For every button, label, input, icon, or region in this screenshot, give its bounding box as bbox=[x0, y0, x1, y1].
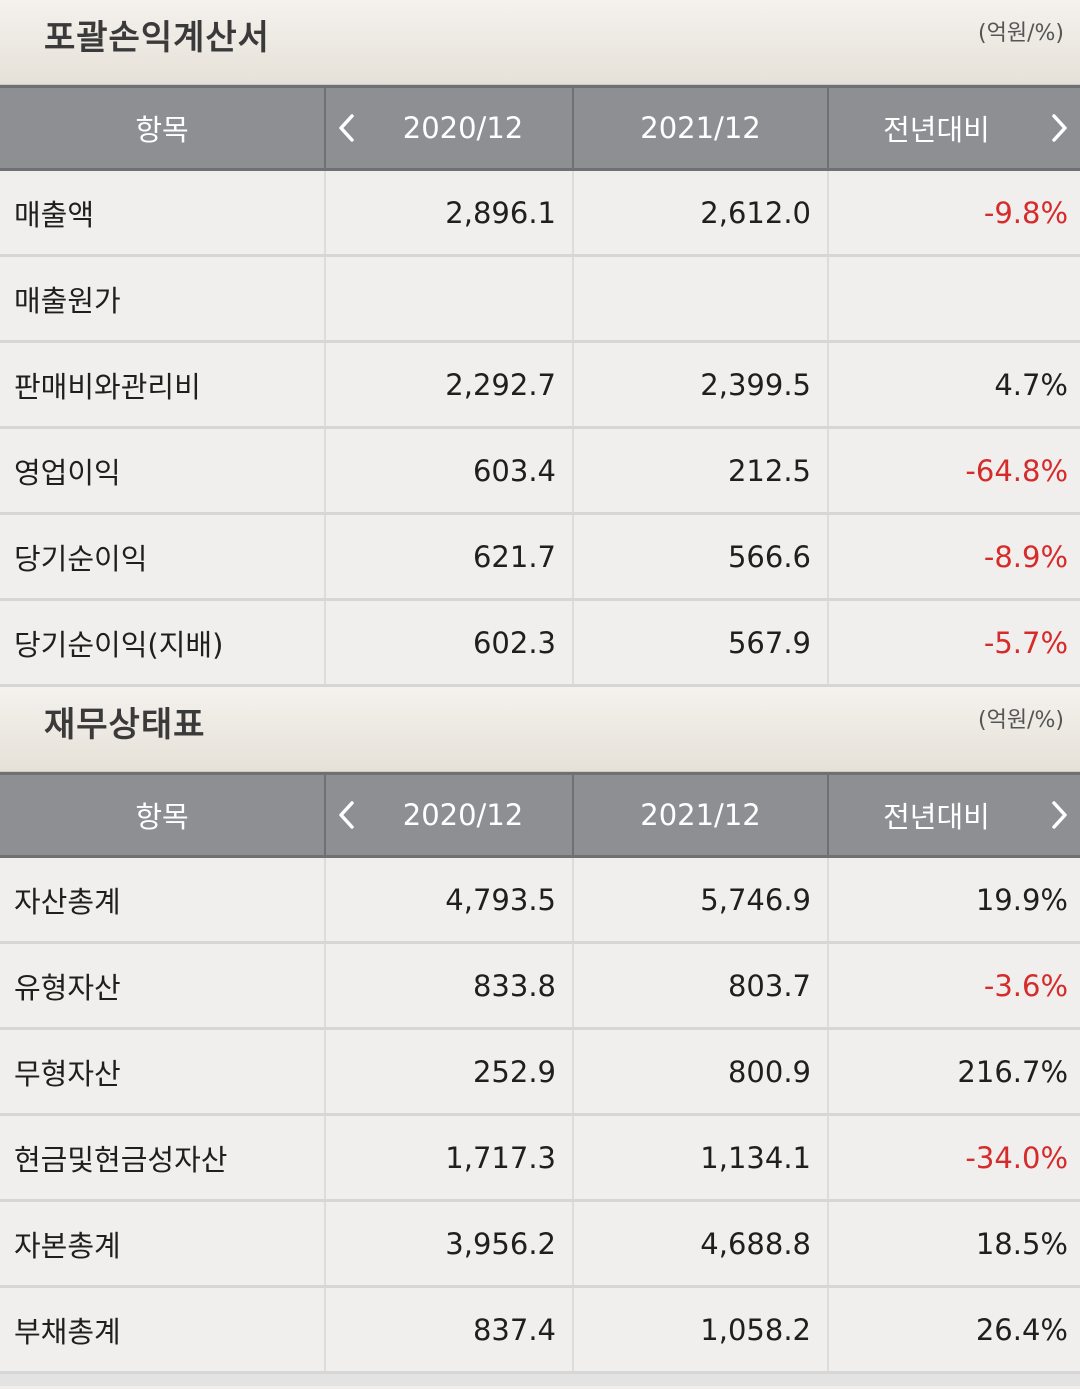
value-2021: 4,688.8 bbox=[572, 1200, 829, 1288]
value-yoy: 26.4% bbox=[827, 1286, 1080, 1374]
row-label: 판매비와관리비 bbox=[0, 341, 326, 429]
table-row: 매출원가 bbox=[0, 255, 1080, 343]
value-2020: 2,896.1 bbox=[324, 169, 574, 257]
chevron-left-icon[interactable] bbox=[336, 111, 358, 145]
value-2020: 603.4 bbox=[324, 427, 574, 515]
value-2020 bbox=[324, 255, 574, 343]
value-yoy: 4.7% bbox=[827, 341, 1080, 429]
table-row: 무형자산 252.9 800.9 216.7% bbox=[0, 1028, 1080, 1116]
table-header-row: 항목 2020/12 2021/12 전년대비 bbox=[0, 85, 1080, 171]
income-statement-table: 항목 2020/12 2021/12 전년대비 매출액 2,896.1 2,612.… bbox=[0, 85, 1080, 687]
table-row: 자본총계 3,956.2 4,688.8 18.5% bbox=[0, 1200, 1080, 1288]
row-label: 매출액 bbox=[0, 169, 326, 257]
value-2020: 837.4 bbox=[324, 1286, 574, 1374]
column-header-2020: 2020/12 bbox=[324, 85, 574, 171]
row-label: 유형자산 bbox=[0, 942, 326, 1030]
chevron-right-icon[interactable] bbox=[1048, 798, 1070, 832]
value-2021: 566.6 bbox=[572, 513, 829, 601]
value-2021: 212.5 bbox=[572, 427, 829, 515]
value-yoy: -3.6% bbox=[827, 942, 1080, 1030]
balance-sheet-table: 항목 2020/12 2021/12 전년대비 자산총계 4,793.5 5,746… bbox=[0, 772, 1080, 1374]
table-row: 판매비와관리비 2,292.7 2,399.5 4.7% bbox=[0, 341, 1080, 429]
row-label: 부채총계 bbox=[0, 1286, 326, 1374]
value-2021: 2,399.5 bbox=[572, 341, 829, 429]
value-yoy: 18.5% bbox=[827, 1200, 1080, 1288]
value-yoy: -8.9% bbox=[827, 513, 1080, 601]
value-2021: 1,058.2 bbox=[572, 1286, 829, 1374]
column-header-2021: 2021/12 bbox=[572, 772, 829, 858]
chevron-right-icon[interactable] bbox=[1048, 111, 1070, 145]
value-2020: 4,793.5 bbox=[324, 856, 574, 944]
value-2020: 2,292.7 bbox=[324, 341, 574, 429]
column-header-yoy: 전년대비 bbox=[827, 85, 1080, 171]
table-row: 유형자산 833.8 803.7 -3.6% bbox=[0, 942, 1080, 1030]
row-label: 자본총계 bbox=[0, 1200, 326, 1288]
value-2020: 621.7 bbox=[324, 513, 574, 601]
row-label: 무형자산 bbox=[0, 1028, 326, 1116]
value-2021: 5,746.9 bbox=[572, 856, 829, 944]
table-row: 자산총계 4,793.5 5,746.9 19.9% bbox=[0, 856, 1080, 944]
value-yoy: 19.9% bbox=[827, 856, 1080, 944]
value-yoy: -5.7% bbox=[827, 599, 1080, 687]
bottom-divider bbox=[0, 1374, 1080, 1386]
table-row: 현금및현금성자산 1,717.3 1,134.1 -34.0% bbox=[0, 1114, 1080, 1202]
value-2021: 567.9 bbox=[572, 599, 829, 687]
column-header-item: 항목 bbox=[0, 772, 326, 858]
value-yoy: -34.0% bbox=[827, 1114, 1080, 1202]
section-header: 재무상태표 (억원/%) bbox=[0, 687, 1080, 772]
table-row: 당기순이익(지배) 602.3 567.9 -5.7% bbox=[0, 599, 1080, 687]
value-2021 bbox=[572, 255, 829, 343]
row-label: 매출원가 bbox=[0, 255, 326, 343]
column-header-yoy: 전년대비 bbox=[827, 772, 1080, 858]
table-row: 영업이익 603.4 212.5 -64.8% bbox=[0, 427, 1080, 515]
unit-label: (억원/%) bbox=[978, 708, 1064, 733]
value-yoy: -64.8% bbox=[827, 427, 1080, 515]
chevron-left-icon[interactable] bbox=[336, 798, 358, 832]
income-statement-section: 포괄손익계산서 (억원/%) 항목 2020/12 2021/12 전년대비 매… bbox=[0, 0, 1080, 687]
row-label: 당기순이익(지배) bbox=[0, 599, 326, 687]
table-row: 부채총계 837.4 1,058.2 26.4% bbox=[0, 1286, 1080, 1374]
value-yoy: -9.8% bbox=[827, 169, 1080, 257]
value-2020: 3,956.2 bbox=[324, 1200, 574, 1288]
value-2021: 800.9 bbox=[572, 1028, 829, 1116]
table-row: 당기순이익 621.7 566.6 -8.9% bbox=[0, 513, 1080, 601]
value-2021: 2,612.0 bbox=[572, 169, 829, 257]
column-header-item: 항목 bbox=[0, 85, 326, 171]
row-label: 현금및현금성자산 bbox=[0, 1114, 326, 1202]
table-row: 매출액 2,896.1 2,612.0 -9.8% bbox=[0, 169, 1080, 257]
value-yoy: 216.7% bbox=[827, 1028, 1080, 1116]
row-label: 영업이익 bbox=[0, 427, 326, 515]
value-2020: 1,717.3 bbox=[324, 1114, 574, 1202]
value-yoy bbox=[827, 255, 1080, 343]
section-header: 포괄손익계산서 (억원/%) bbox=[0, 0, 1080, 85]
balance-sheet-section: 재무상태표 (억원/%) 항목 2020/12 2021/12 전년대비 자산총… bbox=[0, 687, 1080, 1374]
row-label: 당기순이익 bbox=[0, 513, 326, 601]
column-header-2021: 2021/12 bbox=[572, 85, 829, 171]
section-title: 재무상태표 bbox=[44, 705, 206, 745]
value-2020: 833.8 bbox=[324, 942, 574, 1030]
value-2021: 1,134.1 bbox=[572, 1114, 829, 1202]
section-title: 포괄손익계산서 bbox=[44, 18, 270, 58]
row-label: 자산총계 bbox=[0, 856, 326, 944]
value-2020: 252.9 bbox=[324, 1028, 574, 1116]
unit-label: (억원/%) bbox=[978, 21, 1064, 46]
column-header-2020: 2020/12 bbox=[324, 772, 574, 858]
value-2021: 803.7 bbox=[572, 942, 829, 1030]
table-header-row: 항목 2020/12 2021/12 전년대비 bbox=[0, 772, 1080, 858]
value-2020: 602.3 bbox=[324, 599, 574, 687]
